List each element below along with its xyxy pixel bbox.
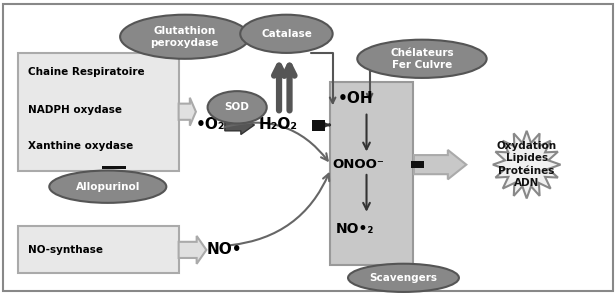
Text: Catalase: Catalase bbox=[261, 29, 312, 39]
Ellipse shape bbox=[49, 171, 166, 203]
Text: H₂O₂: H₂O₂ bbox=[259, 117, 298, 133]
Text: Oxydation
Lipides
Protéines
ADN: Oxydation Lipides Protéines ADN bbox=[496, 141, 557, 188]
Bar bbox=[102, 166, 126, 169]
Text: NO•₂: NO•₂ bbox=[336, 222, 374, 236]
Text: NO-synthase: NO-synthase bbox=[28, 245, 103, 255]
FancyArrow shape bbox=[225, 116, 254, 135]
Text: NADPH oxydase: NADPH oxydase bbox=[28, 105, 122, 115]
Text: Chélateurs
Fer Culvre: Chélateurs Fer Culvre bbox=[390, 48, 454, 70]
Ellipse shape bbox=[348, 264, 459, 292]
FancyArrow shape bbox=[414, 150, 466, 179]
Bar bbox=[18, 53, 179, 171]
Ellipse shape bbox=[208, 91, 267, 123]
Text: Chaine Respiratoire: Chaine Respiratoire bbox=[28, 67, 144, 77]
Text: ONOO⁻: ONOO⁻ bbox=[333, 158, 384, 171]
Text: Xanthine oxydase: Xanthine oxydase bbox=[28, 141, 133, 151]
Ellipse shape bbox=[120, 15, 249, 59]
Bar bbox=[330, 82, 413, 265]
Text: NO•: NO• bbox=[206, 242, 242, 258]
Text: Scavengers: Scavengers bbox=[370, 273, 437, 283]
Text: Glutathion
peroxydase: Glutathion peroxydase bbox=[151, 26, 219, 48]
Polygon shape bbox=[179, 236, 206, 264]
Ellipse shape bbox=[240, 15, 333, 53]
Bar bbox=[411, 161, 424, 168]
Text: Allopurinol: Allopurinol bbox=[76, 182, 140, 192]
Text: •O₂⁻: •O₂⁻ bbox=[196, 117, 233, 133]
Ellipse shape bbox=[357, 40, 487, 78]
Bar bbox=[18, 226, 179, 273]
Polygon shape bbox=[179, 98, 196, 126]
Text: SOD: SOD bbox=[225, 102, 249, 112]
Text: •OH: •OH bbox=[338, 91, 373, 106]
Polygon shape bbox=[493, 131, 561, 198]
Bar bbox=[312, 120, 325, 131]
